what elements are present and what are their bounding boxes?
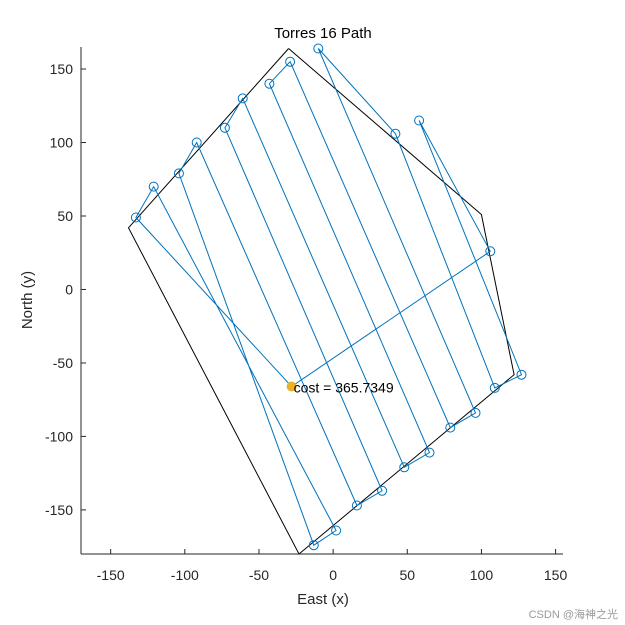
start-marker bbox=[286, 381, 297, 392]
boundary-line bbox=[127, 48, 515, 555]
y-tick-label: 150 bbox=[50, 61, 74, 77]
waypoint-marker bbox=[485, 246, 496, 257]
waypoint-marker bbox=[191, 137, 202, 148]
y-tick-label: 100 bbox=[50, 135, 74, 151]
waypoint-marker bbox=[130, 212, 141, 223]
plot-area: cost = 365.7349 bbox=[127, 43, 527, 555]
x-tick-label: 0 bbox=[329, 567, 337, 583]
x-tick-label: 150 bbox=[544, 567, 568, 583]
x-tick-label: -50 bbox=[249, 567, 269, 583]
y-tick-label: -50 bbox=[53, 355, 73, 371]
waypoint-marker bbox=[414, 115, 425, 126]
x-axis-label: East (x) bbox=[297, 591, 349, 608]
axes: -150 -100 -50 0 50 100 150 -150 -100 -50 0 50 100 150 bbox=[45, 47, 568, 583]
chart-title: Torres 16 Path bbox=[274, 25, 372, 42]
waypoint-marker bbox=[264, 78, 275, 89]
waypoint-marker bbox=[351, 500, 362, 511]
y-tick-label: -100 bbox=[45, 428, 73, 444]
waypoint-marker bbox=[313, 43, 324, 54]
waypoint-marker bbox=[237, 93, 248, 104]
y-axis-label: North (y) bbox=[19, 271, 36, 329]
cost-annotation: cost = 365.7349 bbox=[294, 380, 394, 396]
y-tick-label: 0 bbox=[65, 281, 73, 297]
waypoint-marker bbox=[219, 122, 230, 133]
waypoint-marker bbox=[308, 540, 319, 551]
y-tick-label: 50 bbox=[57, 208, 73, 224]
path-line bbox=[135, 48, 523, 546]
waypoint-marker bbox=[173, 168, 184, 179]
waypoint-marker bbox=[445, 422, 456, 433]
waypoint-marker bbox=[424, 447, 435, 458]
waypoint-marker bbox=[285, 56, 296, 67]
y-tick-label: -150 bbox=[45, 502, 73, 518]
x-tick-label: -100 bbox=[171, 567, 199, 583]
waypoint-marker bbox=[331, 525, 342, 536]
x-tick-label: 50 bbox=[399, 567, 415, 583]
waypoint-marker bbox=[148, 181, 159, 192]
waypoint-marker bbox=[390, 128, 401, 139]
waypoint-marker bbox=[377, 485, 388, 496]
waypoint-marker bbox=[399, 462, 410, 473]
waypoint-marker bbox=[489, 382, 500, 393]
x-tick-label: -150 bbox=[97, 567, 125, 583]
watermark: CSDN @海神之光 bbox=[529, 607, 618, 621]
waypoint-marker bbox=[516, 369, 527, 380]
x-tick-label: 100 bbox=[470, 567, 494, 583]
waypoint-marker bbox=[470, 407, 481, 418]
